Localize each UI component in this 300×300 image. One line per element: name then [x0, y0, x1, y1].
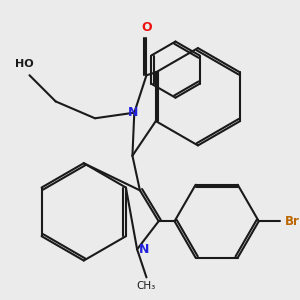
- Text: N: N: [128, 106, 138, 119]
- Text: Br: Br: [285, 215, 300, 228]
- Text: O: O: [141, 21, 152, 34]
- Text: HO: HO: [15, 59, 34, 69]
- Text: N: N: [139, 243, 149, 256]
- Text: CH₃: CH₃: [137, 281, 156, 291]
